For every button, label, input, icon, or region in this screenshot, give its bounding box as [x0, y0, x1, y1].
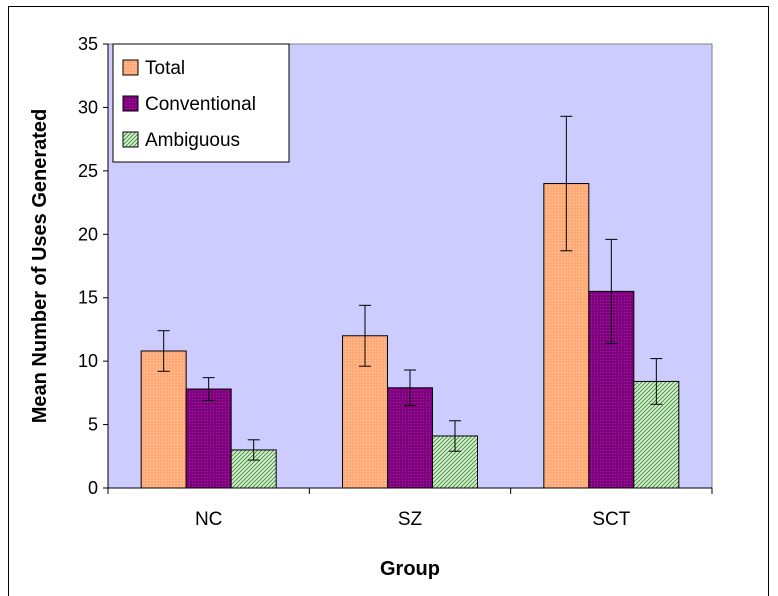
legend-swatch-total	[122, 59, 139, 76]
y-tick-label: 10	[78, 351, 98, 371]
y-tick-label: 0	[88, 478, 98, 498]
error-bars-layer	[157, 115, 663, 461]
y-axis-ticks: 0 5 10 15 20 25 30 35	[78, 34, 108, 498]
y-tick-label: 5	[88, 415, 98, 435]
bar-conventional-nc	[185, 388, 232, 489]
legend-label-total: Total	[145, 58, 185, 79]
chart-frame	[8, 6, 769, 596]
legend-box	[112, 43, 290, 163]
y-tick-label: 20	[78, 224, 98, 244]
x-tick-label: SZ	[398, 509, 423, 530]
x-axis-ticks: NC SZ SCT	[107, 488, 713, 530]
legend-swatch-conventional	[122, 95, 139, 112]
x-tick-label: SCT	[592, 509, 630, 530]
y-tick-label: 25	[78, 161, 98, 181]
legend-swatch-ambiguous	[122, 131, 139, 148]
legend-label-conventional: Conventional	[145, 94, 256, 115]
x-tick-label: NC	[195, 509, 222, 530]
bars-layer	[140, 183, 680, 489]
legend: Total Conventional Ambiguous	[112, 43, 290, 163]
y-tick-label: 35	[78, 34, 98, 54]
x-axis-title: Group	[380, 558, 440, 580]
y-axis-title: Mean Number of Uses Generated	[29, 109, 51, 424]
legend-label-ambiguous: Ambiguous	[145, 130, 240, 151]
y-tick-label: 15	[78, 288, 98, 308]
bar-total-nc	[140, 350, 187, 489]
y-tick-label: 30	[78, 97, 98, 117]
